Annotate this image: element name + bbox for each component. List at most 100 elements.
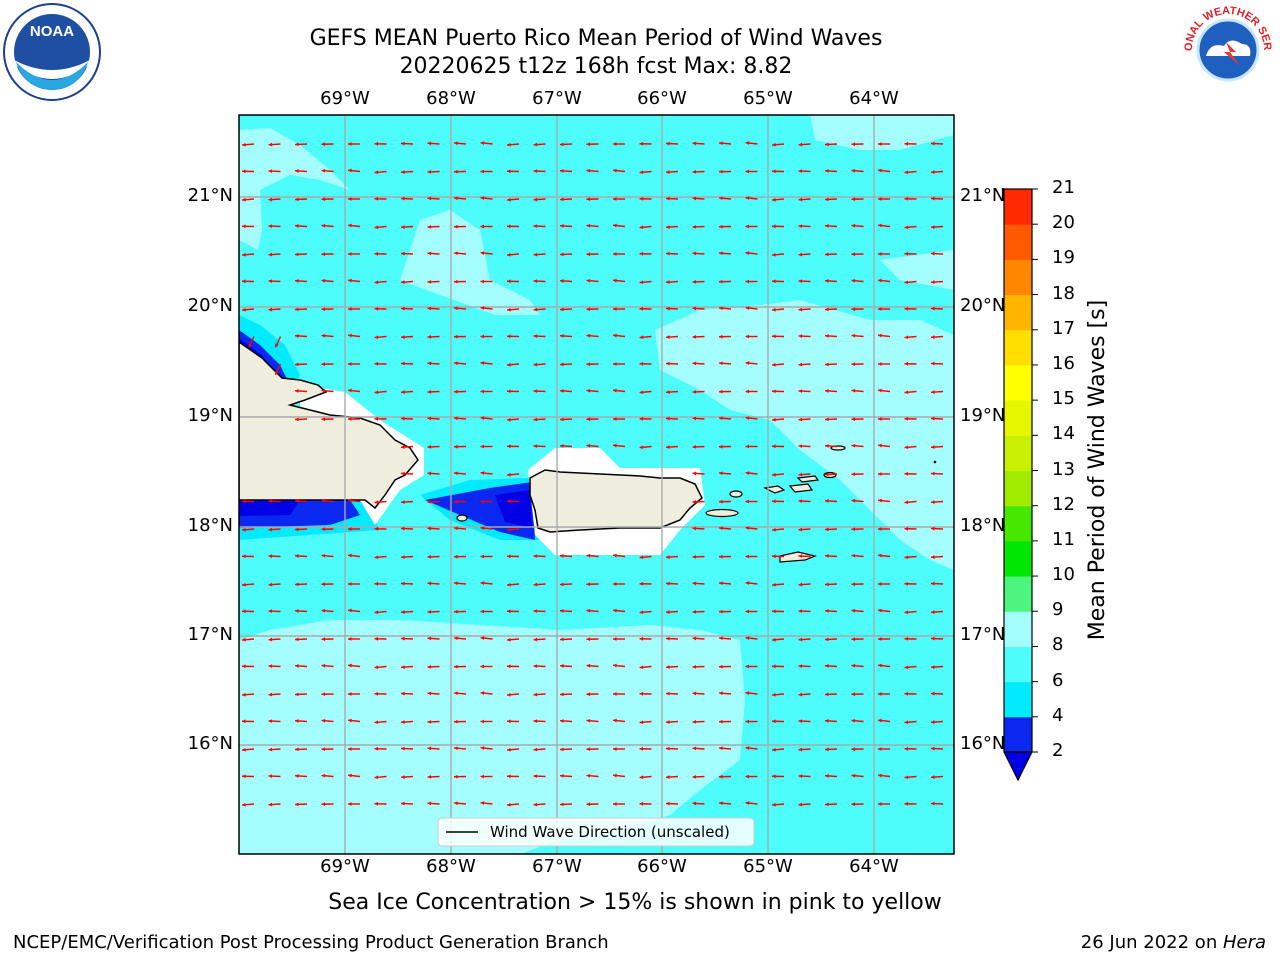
wind-wave-arrow (851, 527, 864, 532)
wind-wave-arrow (453, 444, 467, 449)
wind-wave-arrow (665, 665, 679, 669)
wind-wave-arrow (294, 774, 308, 778)
lat-tick-label: 18°N (960, 515, 1006, 536)
wind-wave-arrow (904, 445, 917, 450)
wind-wave-arrow (877, 663, 891, 668)
wind-wave-arrow (453, 389, 467, 394)
wind-wave-arrow (586, 608, 599, 613)
wind-wave-arrow (718, 609, 732, 614)
wind-wave-arrow (878, 527, 890, 531)
wind-wave-arrow (480, 251, 493, 255)
wind-wave-arrow (400, 390, 414, 394)
wind-wave-arrow (348, 637, 360, 641)
wind-wave-arrow (321, 692, 334, 697)
wind-wave-arrow (665, 416, 679, 421)
wind-wave-arrow (427, 416, 440, 421)
wind-wave-arrow (427, 691, 440, 696)
wind-wave-arrow (877, 773, 891, 778)
wind-wave-arrow (612, 608, 626, 613)
wind-wave-arrow (930, 526, 944, 531)
wind-wave-arrow (586, 747, 599, 752)
lat-tick-label: 20°N (187, 295, 233, 316)
wind-wave-arrow (374, 801, 387, 806)
wind-wave-arrow (639, 196, 652, 201)
island-tortola (796, 475, 820, 483)
wind-wave-arrow (824, 417, 838, 422)
wind-wave-arrow (400, 225, 414, 229)
wind-wave-arrow (400, 141, 414, 146)
noaa-logo: NOAA (3, 3, 101, 101)
wind-wave-arrow (400, 775, 414, 779)
colorbar-tick-label: 19 (1052, 247, 1075, 269)
wind-wave-arrow (559, 279, 573, 283)
wind-wave-arrow (427, 334, 440, 339)
map-legend: Wind Wave Direction (unscaled) (437, 817, 755, 847)
colorbar-segment (1004, 540, 1032, 577)
wind-wave-arrow (533, 389, 546, 394)
wind-wave-arrow (480, 389, 493, 394)
colorbar-segment (1004, 716, 1032, 753)
lat-tick-label: 16°N (187, 733, 233, 754)
wind-wave-arrow (692, 691, 705, 696)
wind-wave-arrow (665, 746, 679, 751)
wind-wave-arrow (480, 471, 493, 475)
wind-wave-arrow (665, 170, 679, 174)
colorbar-tick-label: 6 (1052, 669, 1064, 691)
wind-wave-arrow (930, 141, 944, 146)
wind-wave-arrow (506, 417, 520, 422)
wind-wave-arrow (453, 361, 467, 366)
wind-wave-arrow (771, 609, 785, 614)
wind-wave-arrow (613, 802, 625, 806)
wind-wave-arrow (771, 334, 785, 339)
wind-wave-arrow (427, 719, 440, 724)
wind-wave-arrow (241, 802, 255, 807)
wind-wave-arrow (745, 664, 758, 669)
wind-wave-arrow (877, 388, 891, 393)
wind-wave-arrow (851, 223, 864, 228)
wind-wave-arrow (453, 526, 467, 531)
period-zone-8-9 (880, 250, 954, 290)
wind-wave-arrow (639, 306, 652, 311)
wind-wave-arrow (613, 747, 625, 751)
period-zone-8-9 (400, 210, 540, 315)
wind-wave-arrow (718, 196, 732, 201)
wind-wave-arrow (824, 169, 838, 173)
wind-wave-arrow (771, 362, 785, 367)
wind-wave-arrow (613, 692, 625, 696)
wind-wave-arrow (665, 196, 679, 201)
wind-wave-arrow (274, 336, 282, 348)
wind-wave-arrow (639, 390, 652, 395)
wind-wave-arrow (718, 664, 732, 669)
wind-wave-arrow (321, 278, 334, 283)
wind-wave-arrow (347, 773, 361, 778)
wind-wave-arrow (427, 801, 440, 806)
wind-wave-arrow (294, 252, 308, 257)
wind-wave-arrow (930, 775, 944, 779)
wind-wave-arrow (639, 801, 652, 806)
wind-wave-arrow (613, 417, 625, 421)
wind-wave-arrow (374, 691, 387, 696)
colorbar-tick-label: 10 (1052, 564, 1075, 586)
wind-wave-arrow (798, 637, 811, 642)
wind-wave-arrow (798, 362, 811, 367)
wind-wave-arrow (241, 719, 255, 724)
colorbar-tick-label: 21 (1052, 177, 1075, 198)
wind-wave-arrow (904, 251, 917, 256)
wind-wave-arrow (268, 142, 281, 147)
wind-wave-arrow (347, 388, 361, 393)
wind-wave-arrow (321, 388, 334, 393)
wind-wave-arrow (321, 582, 334, 587)
wind-wave-arrow (268, 197, 281, 202)
wind-wave-arrow (692, 719, 705, 724)
wind-wave-arrow (613, 582, 625, 586)
wind-wave-arrow (586, 443, 599, 448)
wind-wave-arrow (771, 774, 785, 779)
wind-wave-arrow (480, 416, 493, 420)
wind-wave-arrow (798, 279, 811, 284)
wind-wave-arrow (559, 169, 573, 173)
wind-wave-arrow (506, 224, 520, 229)
wind-wave-arrow (798, 802, 811, 807)
wind-wave-arrow (241, 307, 255, 312)
lat-tick-label: 21°N (187, 185, 233, 206)
wind-wave-arrow (427, 774, 440, 779)
